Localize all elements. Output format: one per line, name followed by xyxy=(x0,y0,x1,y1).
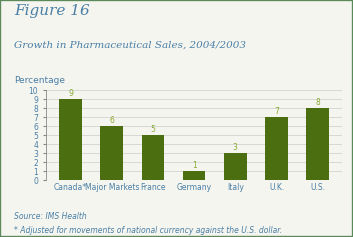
Text: 1: 1 xyxy=(192,161,197,170)
Text: * Adjusted for movements of national currency against the U.S. dollar.: * Adjusted for movements of national cur… xyxy=(14,226,282,235)
Bar xyxy=(142,135,164,180)
Text: 9: 9 xyxy=(68,89,73,98)
Text: 3: 3 xyxy=(233,143,238,152)
Text: Source: IMS Health: Source: IMS Health xyxy=(14,212,87,221)
Bar xyxy=(306,108,329,180)
Bar xyxy=(183,171,205,180)
Text: Percentage: Percentage xyxy=(14,76,65,85)
Bar xyxy=(101,126,123,180)
Bar xyxy=(265,117,288,180)
Text: Figure 16: Figure 16 xyxy=(14,4,90,18)
Bar xyxy=(59,99,82,180)
Bar xyxy=(224,153,247,180)
Text: Growth in Pharmaceutical Sales, 2004/2003: Growth in Pharmaceutical Sales, 2004/200… xyxy=(14,40,246,49)
Text: 7: 7 xyxy=(274,107,279,116)
Text: 8: 8 xyxy=(315,98,320,107)
Text: 5: 5 xyxy=(150,125,155,134)
Text: 6: 6 xyxy=(109,116,114,125)
